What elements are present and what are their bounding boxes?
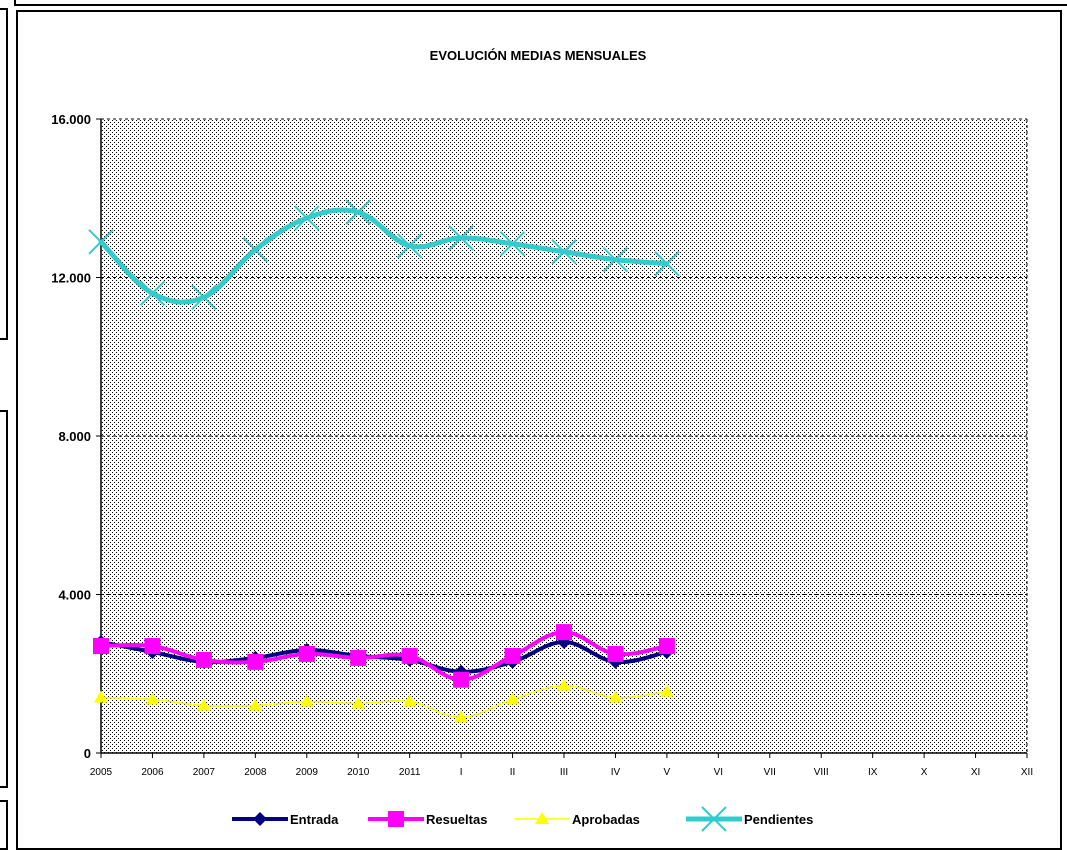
point-resueltas-4 bbox=[298, 645, 315, 662]
point-pendientes-3-stroke-b bbox=[242, 237, 269, 263]
y-tick-label-4: 16.000 bbox=[51, 112, 91, 127]
legend-swatch-marker bbox=[253, 812, 267, 826]
legend-swatch-marker bbox=[701, 806, 727, 832]
y-tick-label-1: 4.000 bbox=[58, 588, 91, 603]
point-aprobadas-4 bbox=[299, 694, 314, 707]
x-tick-label-14: VIII bbox=[814, 767, 829, 778]
x-tick-label-0: 2005 bbox=[90, 767, 113, 778]
point-pendientes-1-stroke-b bbox=[139, 280, 166, 307]
point-aprobadas-2 bbox=[196, 698, 211, 711]
point-aprobadas-3 bbox=[248, 698, 263, 711]
legend-label: Resueltas bbox=[426, 812, 487, 827]
point-resueltas-10 bbox=[607, 645, 624, 662]
legend-swatch-marker bbox=[535, 812, 549, 824]
point-resueltas-5 bbox=[350, 649, 367, 666]
point-pendientes-11 bbox=[654, 250, 680, 277]
point-pendientes-5-stroke-b bbox=[345, 199, 371, 225]
point-pendientes-11-stroke-b bbox=[654, 250, 680, 277]
x-tick-label-9: III bbox=[560, 767, 568, 778]
x-tick-label-2: 2007 bbox=[193, 767, 216, 778]
point-resueltas-2 bbox=[195, 651, 212, 668]
x-tick-label-17: XI bbox=[971, 767, 980, 778]
x-tick-label-7: I bbox=[460, 767, 463, 778]
point-resueltas-3 bbox=[247, 653, 264, 670]
legend-item-aprobadas: Aprobadas bbox=[514, 812, 640, 827]
legend-label: Entrada bbox=[290, 812, 339, 827]
point-aprobadas-0 bbox=[94, 690, 108, 703]
legend-label: Pendientes bbox=[744, 812, 813, 827]
point-pendientes-2 bbox=[191, 284, 217, 311]
point-aprobadas-7 bbox=[454, 710, 469, 723]
x-tick-label-1: 2006 bbox=[141, 767, 164, 778]
x-tick-label-10: IV bbox=[611, 767, 621, 778]
point-pendientes-7-stroke-b bbox=[448, 225, 474, 251]
point-aprobadas-10 bbox=[608, 690, 623, 703]
series-pendientes bbox=[88, 199, 680, 311]
point-aprobadas-1 bbox=[145, 692, 160, 705]
point-resueltas-6 bbox=[401, 647, 418, 664]
grid-lines bbox=[101, 118, 1028, 753]
x-tick-label-18: XII bbox=[1021, 767, 1033, 778]
point-resueltas-0 bbox=[93, 638, 109, 655]
point-pendientes-2-stroke-b bbox=[191, 284, 217, 311]
series-aprobadas bbox=[94, 678, 674, 723]
left-panel-middle bbox=[0, 410, 8, 788]
point-pendientes-6-stroke-b bbox=[396, 233, 423, 259]
point-aprobadas-8 bbox=[505, 692, 520, 705]
legend-swatch-marker-stroke-b bbox=[701, 806, 727, 832]
point-pendientes-0-stroke-b bbox=[88, 229, 114, 255]
x-tick-label-5: 2010 bbox=[347, 767, 370, 778]
x-tick-label-11: V bbox=[664, 767, 671, 778]
point-resueltas-1 bbox=[144, 638, 161, 655]
point-resueltas-9 bbox=[556, 624, 572, 641]
series-line-aprobadas bbox=[100, 684, 668, 719]
point-pendientes-4-stroke-b bbox=[294, 205, 320, 231]
x-tick-label-16: X bbox=[921, 767, 928, 778]
legend-item-entrada: Entrada bbox=[232, 812, 339, 827]
point-resueltas-8 bbox=[504, 647, 521, 664]
legend-swatch-marker bbox=[388, 811, 404, 827]
legend: Entrada Resueltas Aprobadas Pendientes bbox=[232, 806, 813, 832]
point-resueltas-11 bbox=[658, 638, 675, 655]
point-resueltas-7 bbox=[453, 671, 470, 688]
x-tick-label-15: IX bbox=[868, 767, 878, 778]
chart-title: EVOLUCIÓN MEDIAS MENSUALES bbox=[430, 48, 647, 63]
point-pendientes-5 bbox=[345, 199, 371, 225]
point-pendientes-0 bbox=[88, 229, 114, 255]
point-aprobadas-6 bbox=[402, 694, 417, 707]
point-pendientes-7 bbox=[448, 225, 474, 251]
legend-label: Aprobadas bbox=[572, 812, 640, 827]
legend-item-resueltas: Resueltas bbox=[368, 811, 487, 827]
point-pendientes-8-stroke-b bbox=[499, 231, 526, 257]
point-pendientes-4 bbox=[294, 205, 320, 231]
point-pendientes-3 bbox=[242, 237, 269, 263]
point-pendientes-10 bbox=[602, 246, 629, 273]
x-tick-label-8: II bbox=[510, 767, 516, 778]
point-aprobadas-5 bbox=[351, 696, 366, 709]
point-aprobadas-11 bbox=[659, 684, 674, 697]
x-tick-label-13: VII bbox=[764, 767, 776, 778]
x-axis-ticks: 2005 2006 2007 2008 2009 2010 2011 I II III IV V VI V… bbox=[90, 753, 1033, 778]
point-pendientes-10-stroke-b bbox=[602, 246, 629, 273]
point-pendientes-9-stroke-b bbox=[551, 239, 577, 265]
x-tick-label-3: 2008 bbox=[244, 767, 267, 778]
y-tick-label-0: 0 bbox=[84, 746, 91, 761]
top-panel-strip bbox=[14, 0, 1067, 6]
x-tick-label-6: 2011 bbox=[399, 767, 421, 778]
point-aprobadas-9 bbox=[557, 678, 571, 691]
y-axis-ticks: 0 4.000 8.000 12.000 16.000 bbox=[51, 112, 101, 761]
point-pendientes-8 bbox=[499, 231, 526, 257]
series-layer bbox=[88, 199, 680, 723]
point-pendientes-1 bbox=[139, 280, 166, 307]
x-tick-label-12: VI bbox=[714, 767, 723, 778]
point-pendientes-9 bbox=[551, 239, 577, 265]
point-pendientes-6 bbox=[396, 233, 423, 259]
x-tick-label-4: 2009 bbox=[296, 767, 319, 778]
series-resueltas bbox=[93, 624, 675, 688]
y-tick-label-2: 8.000 bbox=[58, 429, 91, 444]
legend-item-pendientes: Pendientes bbox=[686, 806, 813, 832]
y-tick-label-3: 12.000 bbox=[51, 271, 91, 286]
left-panel-top bbox=[0, 8, 8, 340]
